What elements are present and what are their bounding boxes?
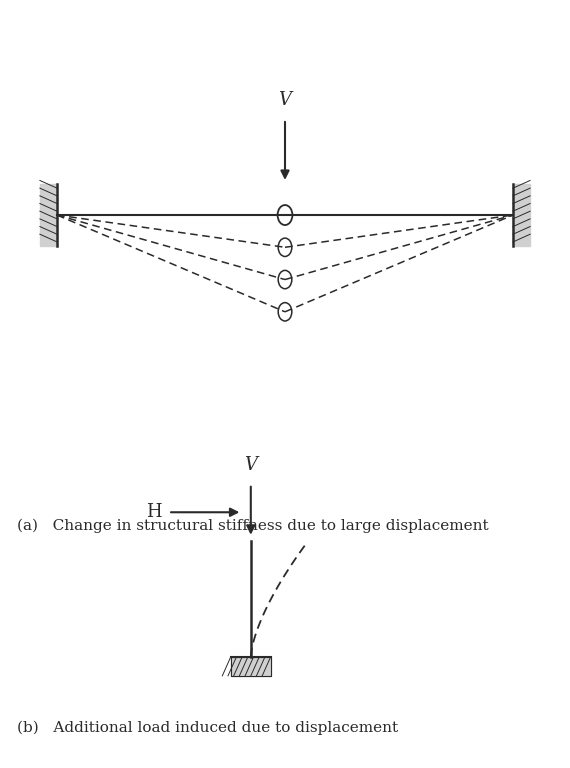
Text: (a)   Change in structural stiffness due to large displacement: (a) Change in structural stiffness due t… <box>17 519 488 533</box>
Polygon shape <box>40 184 57 246</box>
Polygon shape <box>231 657 271 676</box>
Text: V: V <box>245 456 257 474</box>
Text: V: V <box>279 91 291 109</box>
Text: (b)   Additional load induced due to displacement: (b) Additional load induced due to displ… <box>17 721 398 735</box>
Polygon shape <box>513 184 530 246</box>
Text: H: H <box>146 503 161 521</box>
